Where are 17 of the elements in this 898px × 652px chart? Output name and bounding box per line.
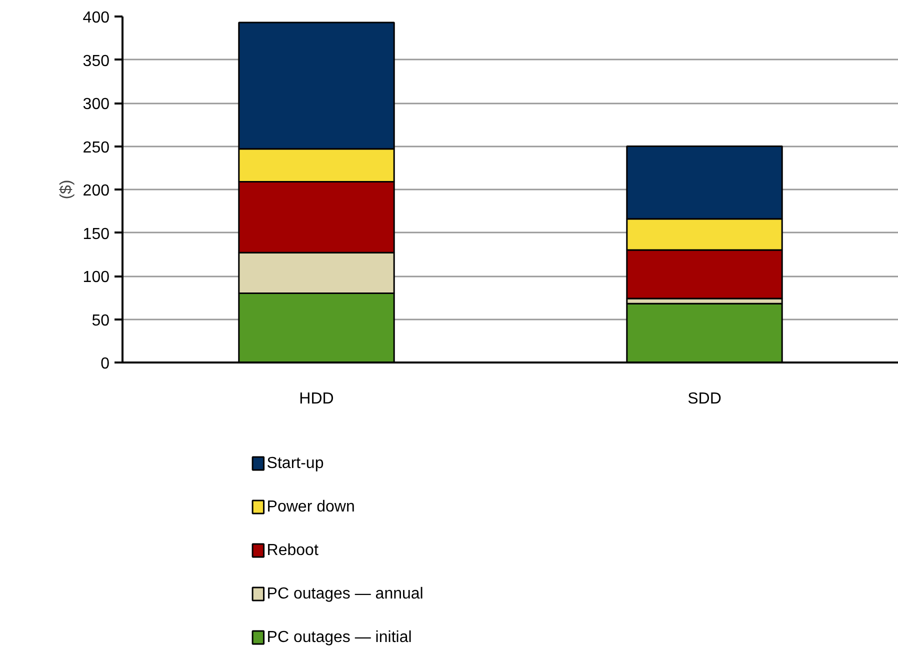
y-tick-label: 200 — [82, 182, 110, 200]
x-tick-label: SDD — [688, 390, 722, 408]
legend-label: Power down — [266, 498, 355, 516]
legend-label: PC outages — annual — [266, 586, 424, 602]
y-tick-label: 100 — [82, 269, 110, 286]
y-tick-label: 300 — [82, 96, 110, 113]
legend-label: Reboot — [266, 542, 319, 559]
legend-label: Start-up — [266, 455, 324, 472]
y-tick-label: 400 — [82, 10, 110, 26]
y-tick-label: 150 — [82, 226, 110, 243]
x-tick-label: HDD — [299, 390, 334, 408]
legend-label: PC outages — initial — [266, 629, 412, 646]
y-tick-label: 0 — [100, 356, 110, 372]
y-tick-label: 350 — [82, 52, 110, 70]
y-axis-title: ($) — [58, 180, 75, 200]
y-tick-label: 50 — [92, 312, 110, 330]
y-tick-label: 250 — [82, 139, 110, 156]
